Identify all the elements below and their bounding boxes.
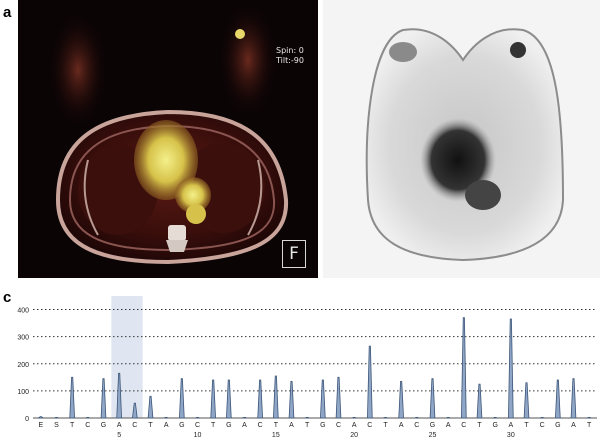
base-label: A: [117, 422, 122, 429]
peak-4: [100, 378, 107, 419]
base-label: A: [352, 422, 357, 429]
orientation-marker: F: [282, 240, 306, 268]
panel-c-label: c: [3, 289, 12, 306]
peak-31: [523, 382, 530, 419]
peak-18: [320, 379, 326, 419]
position-label: 30: [507, 432, 515, 439]
pet-grayscale-image: [323, 0, 600, 278]
peak-17: [304, 417, 310, 419]
peak-34: [570, 378, 577, 419]
peak-5: [116, 372, 122, 419]
base-label: T: [211, 422, 216, 429]
peak-33: [555, 379, 561, 419]
peak-21: [367, 345, 373, 419]
position-label: 5: [117, 432, 121, 439]
highlight-region: [111, 296, 143, 418]
position-label: 20: [350, 432, 358, 439]
base-label: A: [289, 422, 294, 429]
peak-14: [257, 379, 263, 419]
peak-23: [398, 381, 404, 419]
peak-22: [382, 417, 389, 419]
base-label: A: [242, 422, 247, 429]
peak-19: [335, 376, 342, 419]
y-tick-label: 200: [17, 362, 29, 369]
base-label: G: [101, 422, 106, 429]
base-label: A: [571, 422, 576, 429]
spin-readout: Spin: 0: [276, 46, 304, 55]
peak-7: [147, 395, 154, 419]
pet-scan-illustration: [323, 0, 600, 278]
peak-10: [194, 417, 201, 419]
base-label: T: [587, 422, 592, 429]
base-label: T: [148, 422, 153, 429]
peak-0: [37, 416, 45, 419]
base-label: C: [132, 422, 137, 429]
peak-15: [273, 375, 279, 419]
y-tick-label: 300: [17, 335, 29, 342]
peak-28: [476, 383, 483, 419]
base-label: T: [383, 422, 388, 429]
peak-20: [351, 417, 357, 419]
peak-35: [586, 417, 592, 419]
base-label: C: [461, 422, 466, 429]
base-label: E: [38, 422, 43, 429]
petct-fused-image: Spin: 0 Tilt:-90 F: [18, 0, 318, 278]
base-label: C: [258, 422, 263, 429]
peak-13: [241, 417, 248, 419]
base-label: A: [446, 422, 451, 429]
y-tick-label: 100: [17, 389, 29, 396]
base-label: T: [524, 422, 529, 429]
y-tick-label: 0: [25, 416, 29, 423]
base-label: C: [367, 422, 372, 429]
base-label: T: [274, 422, 279, 429]
base-label: T: [477, 422, 482, 429]
tilt-readout: Tilt:-90: [276, 56, 304, 65]
peak-32: [539, 417, 545, 419]
peak-25: [429, 378, 436, 419]
base-label: C: [540, 422, 545, 429]
base-label: A: [508, 422, 513, 429]
position-label: 15: [272, 432, 280, 439]
base-label: G: [430, 422, 435, 429]
base-label: S: [54, 422, 59, 429]
base-label: T: [70, 422, 75, 429]
position-label: 25: [429, 432, 437, 439]
peak-29: [492, 417, 498, 419]
peak-6: [131, 402, 138, 419]
peak-11: [210, 379, 216, 419]
peak-3: [85, 417, 91, 419]
peak-27: [461, 317, 467, 419]
base-label: C: [414, 422, 419, 429]
peak-8: [163, 417, 169, 419]
petct-scan-illustration: [18, 0, 318, 278]
pyrosequencing-chart: 0 100 200 300 400 E S T C G A C T A G C T G A C T A T G C A C T A C G A…: [17, 296, 597, 439]
peak-24: [414, 417, 420, 419]
peak-9: [179, 378, 185, 419]
peak-12: [226, 379, 232, 419]
peak-2: [69, 376, 75, 419]
base-label: G: [226, 422, 231, 429]
position-label: 10: [194, 432, 202, 439]
base-label: C: [336, 422, 341, 429]
peak-30: [508, 318, 514, 419]
peak-26: [445, 417, 451, 419]
base-label: T: [305, 422, 310, 429]
base-label: G: [492, 422, 497, 429]
base-label: G: [320, 422, 325, 429]
base-label: G: [179, 422, 184, 429]
base-label: C: [85, 422, 90, 429]
y-tick-label: 400: [17, 308, 29, 315]
peak-1: [53, 417, 60, 419]
base-label: C: [195, 422, 200, 429]
peak-16: [288, 381, 295, 419]
base-label: A: [164, 422, 169, 429]
base-label: G: [555, 422, 560, 429]
base-label: A: [399, 422, 404, 429]
panel-a-label: a: [3, 4, 12, 21]
